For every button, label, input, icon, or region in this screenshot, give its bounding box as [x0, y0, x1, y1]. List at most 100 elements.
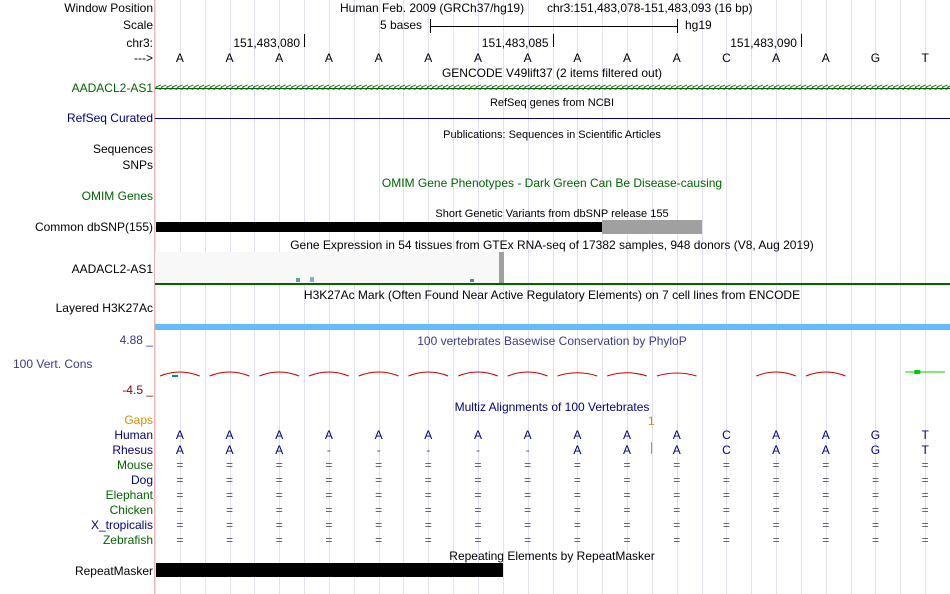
refseq-gene-line[interactable]: [155, 118, 950, 119]
omim-track-label[interactable]: OMIM Genes: [81, 189, 153, 203]
phylop-max-label: 4.88 _: [119, 333, 153, 347]
sequence-base: A: [473, 51, 482, 65]
alignment-base: A: [772, 428, 781, 442]
gencode-gene-label[interactable]: AADACL2-AS1: [71, 81, 153, 95]
alignment-base: C: [722, 428, 731, 442]
gtex-baseline: [155, 283, 950, 285]
sequence-base: A: [573, 51, 582, 65]
alignment-base: =: [325, 473, 333, 487]
repeatmasker-track-label[interactable]: RepeatMasker: [74, 564, 153, 578]
gtex-bar-2: [310, 277, 314, 282]
phylop-score: [756, 371, 797, 377]
sequence-base: A: [275, 51, 284, 65]
scale-bar: [430, 26, 677, 27]
species-label[interactable]: X_tropicalis: [90, 518, 153, 532]
gtex-expression-area[interactable]: [155, 252, 501, 283]
alignment-base: A: [573, 443, 582, 457]
grid-line: [204, 0, 206, 594]
phylop-signal[interactable]: [155, 360, 950, 384]
alignment-base: =: [623, 458, 631, 472]
phylop-track-title: 100 vertebrates Basewise Conservation by…: [417, 334, 687, 348]
sequence-base: G: [870, 51, 881, 65]
alignment-base: A: [672, 428, 681, 442]
species-label[interactable]: Chicken: [109, 503, 153, 517]
alignment-base: =: [424, 533, 432, 547]
alignment-base: =: [921, 533, 929, 547]
alignment-base: =: [573, 518, 581, 532]
species-label[interactable]: Mouse: [116, 458, 153, 472]
species-label[interactable]: Rhesus: [112, 443, 153, 457]
alignment-base: =: [722, 503, 730, 517]
publications-track-title: Publications: Sequences in Scientific Ar…: [443, 129, 661, 141]
species-label[interactable]: Elephant: [105, 488, 153, 502]
alignment-base: A: [573, 428, 582, 442]
grid-line: [453, 0, 455, 594]
alignment-base: =: [673, 518, 681, 532]
phylop-score: [656, 372, 697, 377]
grid-line: [304, 0, 306, 594]
scale-label: Scale: [122, 18, 153, 32]
sequence-base: A: [424, 51, 433, 65]
species-label[interactable]: Zebrafish: [102, 533, 153, 547]
alignment-base: =: [275, 458, 283, 472]
sequence-base: A: [772, 51, 781, 65]
alignment-base: =: [524, 503, 532, 517]
sequences-track-label[interactable]: Sequences: [92, 142, 153, 156]
refseq-track-label[interactable]: RefSeq Curated: [66, 111, 153, 125]
species-label[interactable]: Human: [114, 428, 153, 442]
alignment-base: A: [623, 428, 632, 442]
alignment-base: =: [524, 533, 532, 547]
alignment-base: =: [871, 488, 879, 502]
alignment-base: =: [871, 458, 879, 472]
alignment-base: =: [722, 473, 730, 487]
alignment-base: =: [176, 503, 184, 517]
grid-line: [155, 0, 156, 594]
alignment-base: =: [673, 473, 681, 487]
alignment-base: =: [573, 473, 581, 487]
coordinate-label: 151,483,085: [481, 36, 549, 50]
grid-line: [577, 0, 579, 594]
repeatmasker-element[interactable]: [156, 563, 503, 577]
h3k27ac-track-label[interactable]: Layered H3K27Ac: [55, 301, 153, 315]
gtex-track-title: Gene Expression in 54 tissues from GTEx …: [290, 238, 814, 252]
alignment-base: =: [325, 503, 333, 517]
alignment-base: A: [275, 428, 284, 442]
grid-line: [800, 0, 802, 594]
sequence-base: A: [324, 51, 333, 65]
alignment-base: -: [475, 443, 480, 457]
alignment-base: -: [525, 443, 530, 457]
sequence-base: T: [921, 51, 929, 65]
alignment-base: A: [225, 428, 234, 442]
phylop-track-label[interactable]: 100 Vert. Cons: [13, 357, 93, 371]
dbsnp-track-label[interactable]: Common dbSNP(155): [34, 220, 153, 234]
alignment-base: =: [424, 458, 432, 472]
alignment-base: =: [772, 458, 780, 472]
gaps-label: Gaps: [124, 413, 153, 427]
multiz-track-title: Multiz Alignments of 100 Vertebrates: [454, 400, 650, 414]
dbsnp-variant-highlight[interactable]: [602, 220, 702, 234]
alignment-base: =: [722, 533, 730, 547]
alignment-base: =: [424, 488, 432, 502]
alignment-base: =: [673, 533, 681, 547]
alignment-base: =: [275, 488, 283, 502]
alignment-base: =: [822, 473, 830, 487]
dbsnp-variant-bar[interactable]: [156, 222, 702, 232]
scale-bar-text: 5 bases: [380, 18, 423, 32]
alignment-base: =: [673, 488, 681, 502]
alignment-base: A: [175, 428, 184, 442]
window-position-label: Window Position: [64, 1, 153, 15]
snps-track-label[interactable]: SNPs: [122, 158, 153, 172]
species-label[interactable]: Dog: [130, 473, 153, 487]
alignment-base: =: [375, 503, 383, 517]
sequence-base: A: [175, 51, 184, 65]
alignment-base: =: [722, 458, 730, 472]
h3k27ac-signal[interactable]: [155, 324, 950, 330]
alignment-base: C: [722, 443, 731, 457]
alignment-base: A: [275, 443, 284, 457]
alignment-base: =: [822, 533, 830, 547]
grid-line: [403, 0, 405, 594]
gtex-gene-label[interactable]: AADACL2-AS1: [71, 262, 153, 276]
grid-line: [875, 0, 877, 594]
gencode-gene-feature[interactable]: <<<<<<<<<<<<<<<<<<<<<<<<<<<<<<<<<<<<<<<<…: [155, 83, 950, 94]
phylop-score: [607, 372, 648, 377]
